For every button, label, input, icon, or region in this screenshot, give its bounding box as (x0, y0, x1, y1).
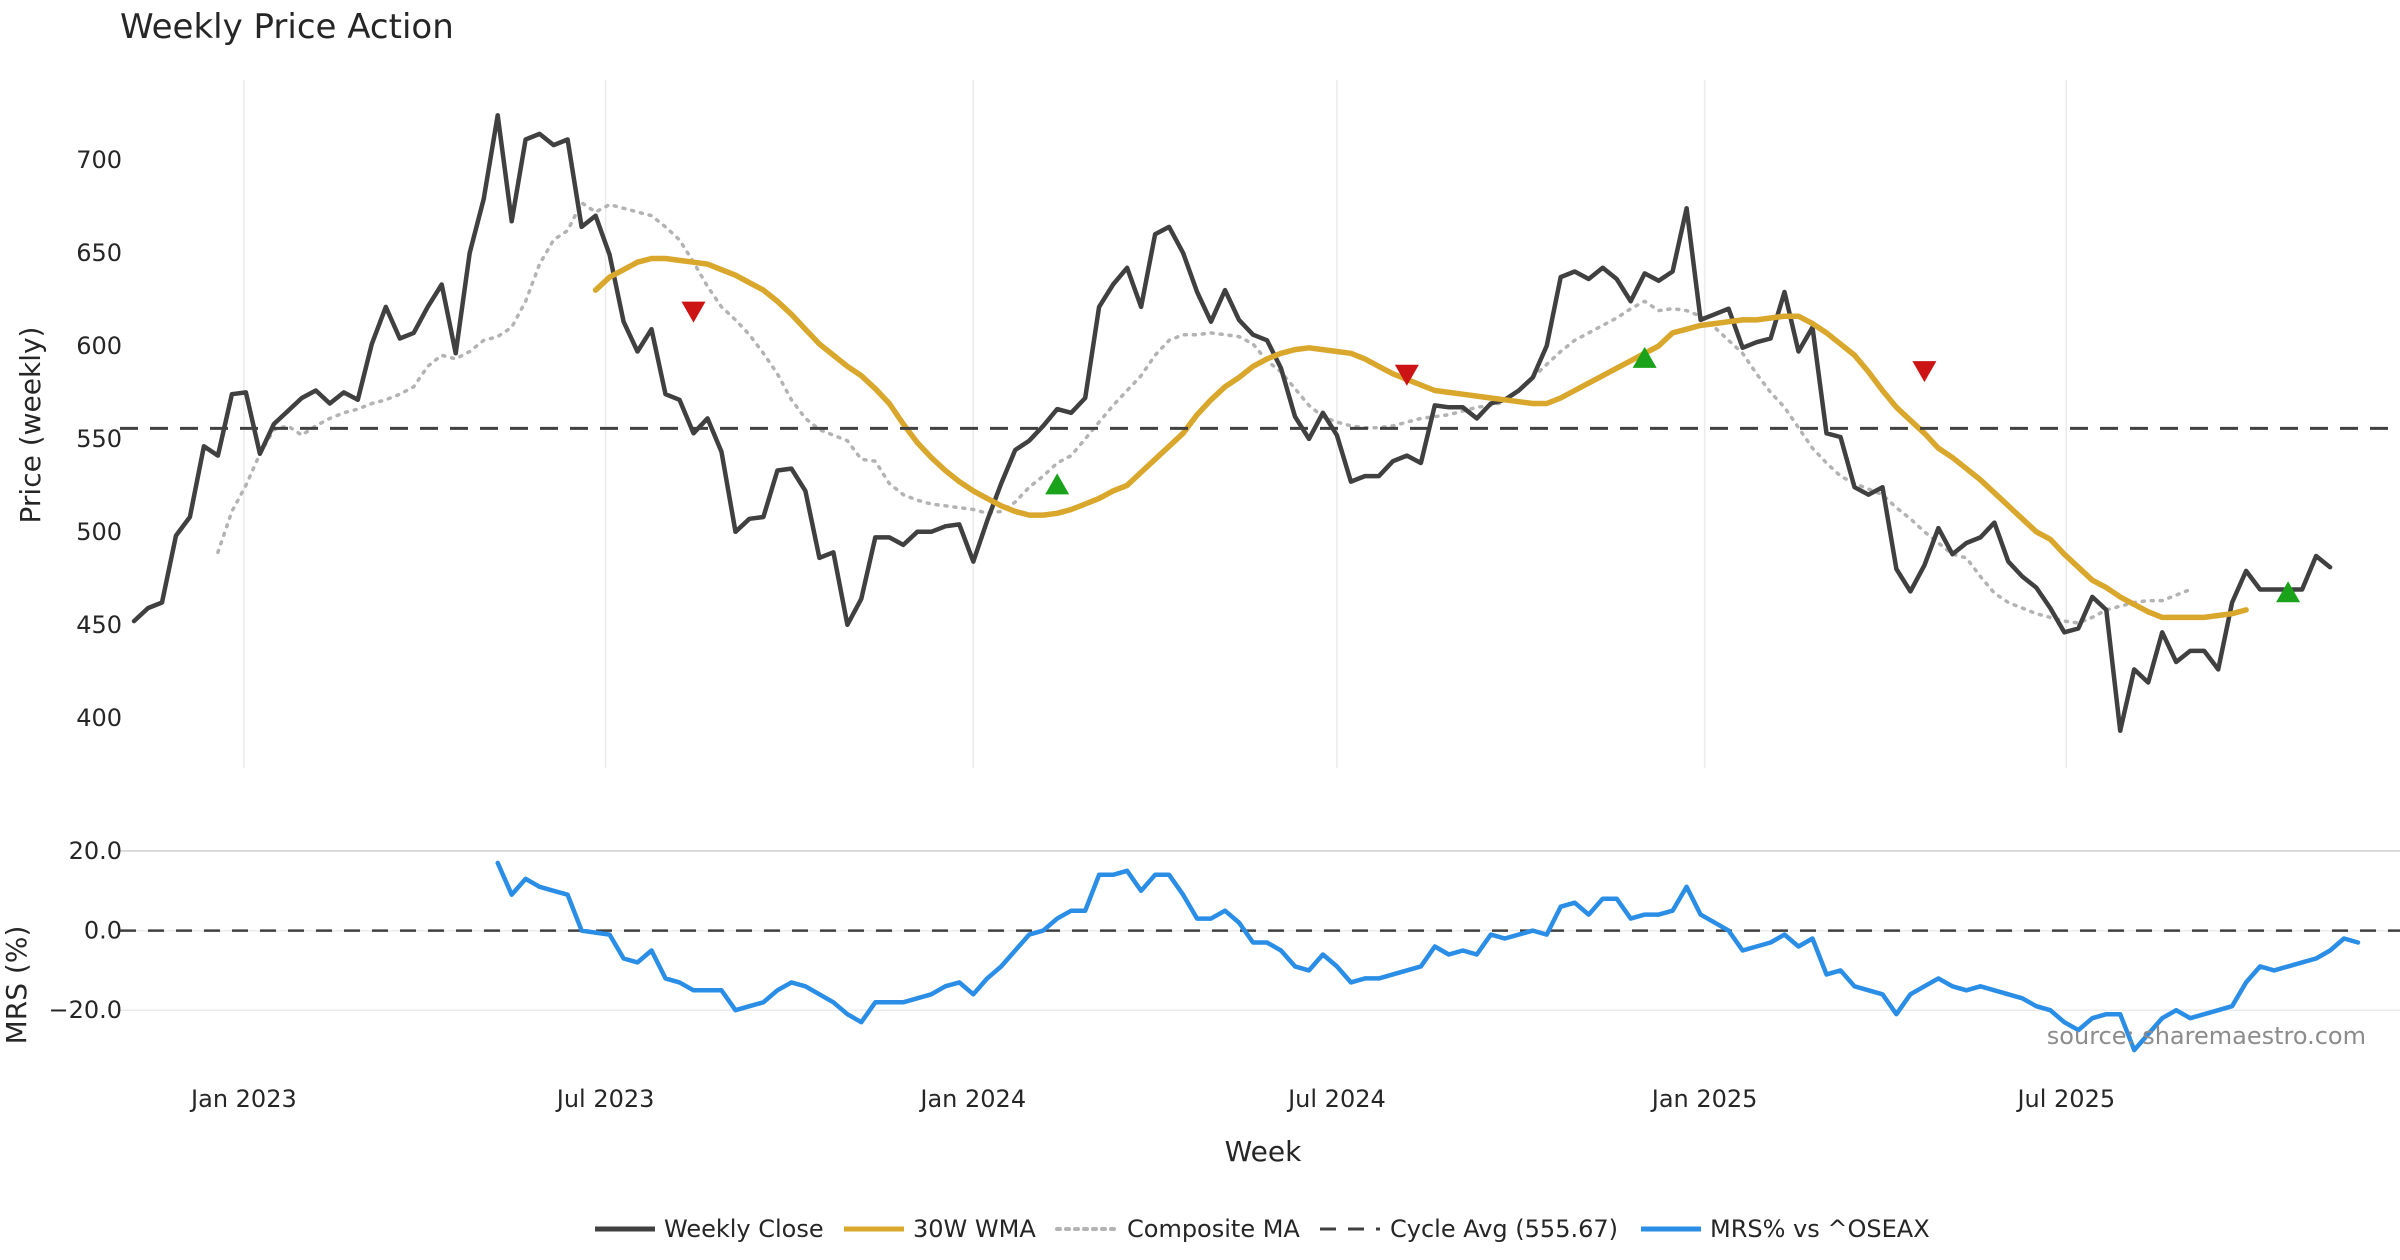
legend-label-weekly-close: Weekly Close (664, 1215, 824, 1243)
x-tick-label: Jan 2024 (918, 1085, 1026, 1113)
price-y-axis-label: Price (weekly) (14, 327, 47, 524)
price-y-tick-label: 550 (76, 425, 122, 453)
price-y-tick-label: 650 (76, 239, 122, 267)
sell-signal-marker (681, 301, 706, 323)
legend-label-mrs: MRS% vs ^OSEAX (1710, 1215, 1930, 1243)
legend-label-cycle-avg: Cycle Avg (555.67) (1390, 1215, 1618, 1243)
price-series (120, 113, 2400, 734)
x-tick-label: Jul 2023 (555, 1085, 655, 1113)
price-y-tick-label: 600 (76, 332, 122, 360)
price-gridlines (243, 80, 2068, 768)
legend-item-weekly-close: Weekly Close (595, 1215, 824, 1243)
x-tick-label: Jul 2025 (2015, 1085, 2115, 1113)
mrs-y-ticks: 20.0 0.0 −20.0 (48, 837, 122, 1024)
price-y-tick-label: 450 (76, 611, 122, 639)
buy-signal-marker (1045, 473, 1070, 495)
chart-title: Weekly Price Action (120, 7, 454, 47)
legend-item-composite-ma: Composite MA (1055, 1215, 1300, 1243)
mrs-y-tick-label: −20.0 (48, 996, 122, 1024)
legend-label-composite-ma: Composite MA (1127, 1215, 1300, 1243)
mrs-panel: 20.0 0.0 −20.0 MRS (%) source: sharemaestr… (0, 837, 2400, 1053)
mrs-series (120, 860, 2400, 1053)
x-axis-ticks: Jan 2023 Jul 2023 Jan 2024 Jul 2024 Jan 2025… (189, 1085, 2115, 1113)
price-y-tick-label: 700 (76, 146, 122, 174)
sell-signal-marker (1912, 361, 1937, 383)
sell-signal-marker (1394, 364, 1419, 386)
mrs-y-tick-label: 0.0 (84, 917, 122, 945)
legend: Weekly Close 30W WMA Composite MA Cycle … (595, 1215, 1930, 1243)
series-30w-wma (592, 255, 2249, 621)
series-composite-ma (216, 200, 2192, 625)
source-note: source: sharemaestro.com (2047, 1022, 2366, 1050)
legend-item-cycle-avg: Cycle Avg (555.67) (1320, 1215, 1618, 1243)
mrs-y-axis-label: MRS (%) (0, 926, 33, 1045)
price-y-tick-label: 400 (76, 704, 122, 732)
price-panel: 400 450 500 550 600 650 700 Weekly Price Actio… (14, 7, 2400, 768)
buy-signal-marker (2276, 581, 2301, 603)
buy-signal-marker (1632, 346, 1657, 368)
price-y-ticks: 400 450 500 550 600 650 700 (76, 146, 122, 732)
x-axis-label: Week (1225, 1135, 1302, 1168)
series-mrs-vs-oseax (495, 860, 2361, 1053)
x-tick-label: Jan 2025 (1650, 1085, 1758, 1113)
legend-label-30w-wma: 30W WMA (913, 1215, 1036, 1243)
price-y-tick-label: 500 (76, 518, 122, 546)
legend-item-mrs: MRS% vs ^OSEAX (1641, 1215, 1930, 1243)
signal-markers (681, 301, 2301, 603)
legend-item-30w-wma: 30W WMA (844, 1215, 1036, 1243)
x-tick-label: Jul 2024 (1286, 1085, 1386, 1113)
series-weekly-close (131, 113, 2333, 734)
x-tick-label: Jan 2023 (189, 1085, 297, 1113)
mrs-y-tick-label: 20.0 (69, 837, 122, 865)
